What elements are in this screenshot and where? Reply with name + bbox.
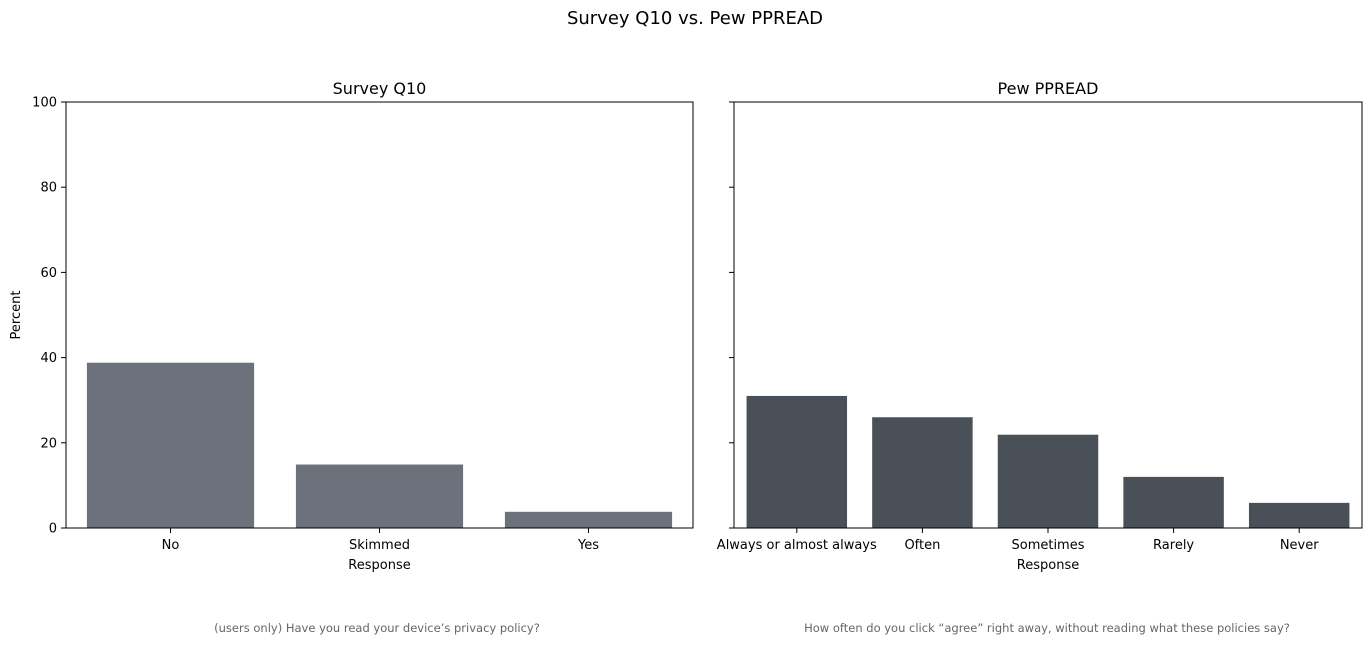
plot-frame-survey-q10 bbox=[65, 101, 694, 529]
panel-title-pew-ppread: Pew PPREAD bbox=[998, 79, 1099, 98]
bars-pew-ppread bbox=[746, 395, 1350, 528]
x-tick-label-yes: Yes bbox=[577, 538, 599, 553]
caption-pew-ppread: How often do you click “agree” right awa… bbox=[804, 621, 1290, 635]
x-tick-label-skimmed: Skimmed bbox=[349, 538, 410, 553]
x-axis-label-survey-q10: Response bbox=[348, 558, 410, 573]
y-axis-ticks: 0 20 40 60 80 100 bbox=[32, 96, 66, 537]
y-tick-label: 100 bbox=[32, 96, 57, 111]
y-tick-label: 60 bbox=[40, 266, 57, 281]
bars-survey-q10 bbox=[86, 362, 673, 528]
bar-often bbox=[872, 417, 973, 528]
x-axis-label-pew-ppread: Response bbox=[1017, 558, 1079, 573]
x-tick-label-sometimes: Sometimes bbox=[1011, 538, 1084, 553]
x-tick-label-never: Never bbox=[1280, 538, 1319, 553]
panel-title-survey-q10: Survey Q10 bbox=[333, 79, 427, 98]
x-tick-label-always-or-almost-always: Always or almost always bbox=[717, 538, 877, 553]
y-axis-tick-marks-pew-ppread bbox=[729, 101, 734, 529]
bar-rarely bbox=[1123, 476, 1224, 528]
y-tick-label: 40 bbox=[40, 351, 57, 366]
plot-frame-pew-ppread bbox=[733, 101, 1363, 529]
bar-yes bbox=[504, 511, 673, 528]
y-tick-label: 80 bbox=[40, 181, 57, 196]
y-axis-label: Percent bbox=[9, 291, 24, 340]
y-tick-label: 0 bbox=[49, 522, 57, 537]
bar-always-or-almost-always bbox=[746, 395, 848, 528]
panel-survey-q10: Survey Q10 0 20 40 60 80 100 No Skimmed Yes Per… bbox=[9, 79, 694, 635]
bar-never bbox=[1248, 502, 1350, 528]
x-tick-label-rarely: Rarely bbox=[1153, 538, 1194, 553]
bar-skimmed bbox=[295, 464, 464, 528]
x-axis-ticks-pew-ppread: Always or almost always Often Sometimes Rar… bbox=[717, 528, 1319, 553]
bar-no bbox=[86, 362, 255, 528]
figure-title: Survey Q10 vs. Pew PPREAD bbox=[567, 8, 823, 29]
panel-pew-ppread: Pew PPREAD Always or almost always Often S… bbox=[717, 79, 1363, 635]
y-tick-label: 20 bbox=[40, 436, 57, 451]
x-tick-label-no: No bbox=[162, 538, 180, 553]
bar-sometimes bbox=[997, 434, 1099, 528]
x-tick-label-often: Often bbox=[904, 538, 940, 553]
x-axis-ticks-survey-q10: No Skimmed Yes bbox=[162, 528, 599, 553]
caption-survey-q10: (users only) Have you read your device’s… bbox=[214, 621, 540, 635]
